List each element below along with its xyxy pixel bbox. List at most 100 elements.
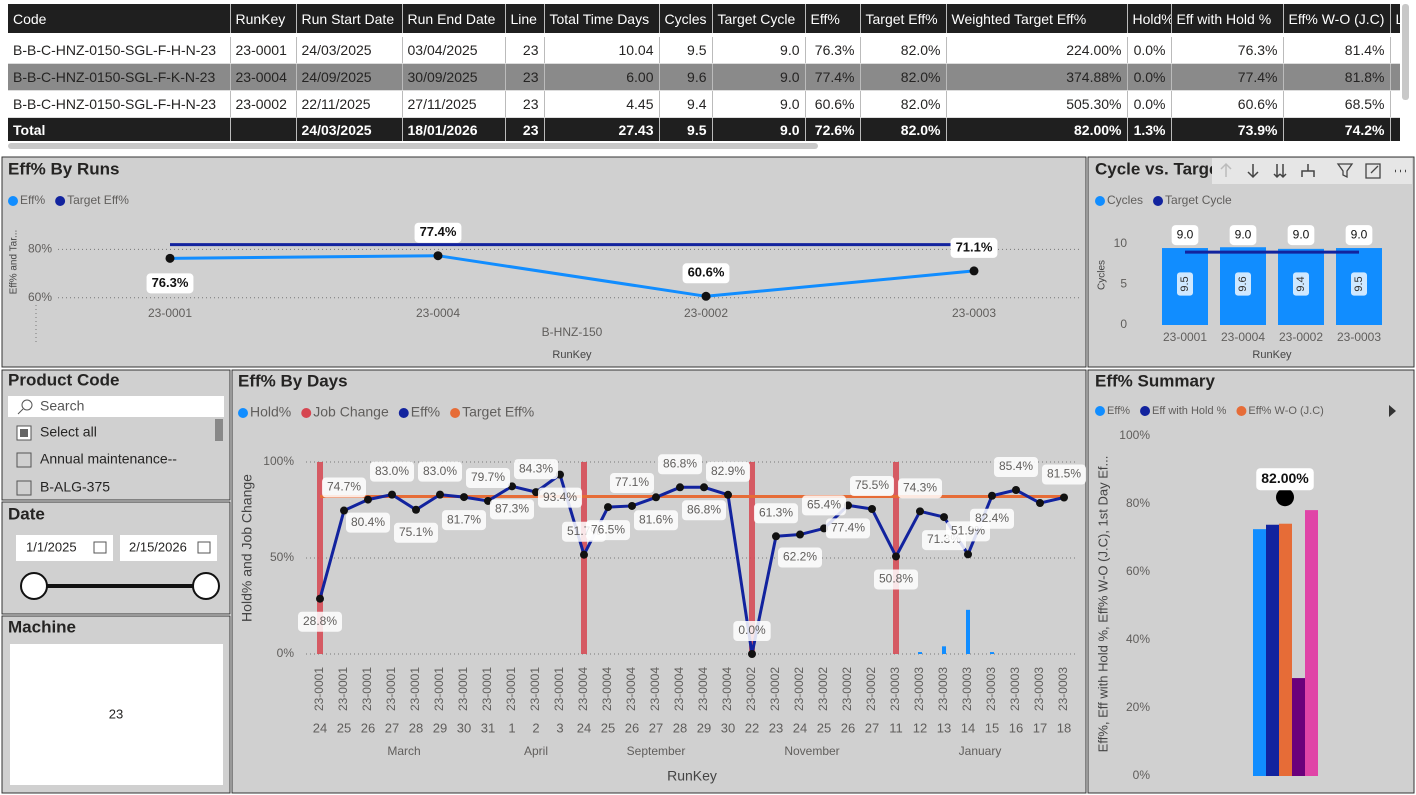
data-label: 65.4% [807, 498, 841, 512]
data-label-box [777, 547, 823, 568]
column-header: Total Time Days [544, 4, 660, 33]
table-cell: 77.4% [1171, 63, 1284, 91]
table-cell: 23 [505, 37, 545, 64]
data-label: 84.3% [519, 461, 553, 475]
data-label-box [609, 472, 655, 493]
x-runkey-label: 23-0001 [408, 667, 422, 711]
date-input[interactable] [16, 535, 113, 561]
y-tick-label: 40% [1126, 632, 1150, 646]
table-cell: 81.4% [1283, 37, 1391, 64]
legend-label: Eff with Hold % [1152, 405, 1227, 417]
expand-icon[interactable] [1273, 164, 1287, 179]
x-month-label: March [387, 744, 420, 758]
table-cell: 60.6% [805, 90, 861, 118]
data-label-box [969, 508, 1015, 529]
search-box[interactable] [8, 396, 224, 417]
x-tick-label: 28 [673, 720, 687, 735]
panel [231, 369, 1087, 794]
visual-toolbar [1212, 158, 1412, 184]
data-label-box [733, 621, 771, 641]
x-runkey-label: 23-0004 [624, 667, 638, 711]
slider-handle[interactable] [192, 572, 220, 600]
spacer-cell [230, 33, 296, 37]
table-row[interactable]: B-B-C-HNZ-0150-SGL-F-H-N-23 23-0002 22/11/… [8, 90, 1400, 118]
total-cell: 9.0 [712, 117, 806, 141]
data-label-box [417, 461, 463, 482]
data-label-box [465, 467, 511, 488]
filter-icon[interactable] [1336, 163, 1354, 179]
spacer-cell [1171, 33, 1283, 37]
sort-up-icon[interactable] [1220, 162, 1232, 177]
checkbox-fill [20, 429, 28, 437]
column-header: Run Start Date [296, 4, 403, 33]
table: Code RunKey Run Start Date Run End Date Line… [8, 4, 1400, 141]
sort-down-icon[interactable] [1247, 164, 1259, 179]
data-point [868, 505, 876, 514]
legend-next[interactable] [1389, 405, 1396, 417]
data-point [748, 650, 756, 658]
total-cell-empty [1390, 117, 1400, 141]
x-runkey-label: 23-0002 [768, 667, 782, 711]
x-tick-label: 26 [361, 720, 375, 735]
x-tick-label: 1 [508, 720, 515, 735]
data-label: 9.5 [1179, 276, 1191, 291]
data-label: 82.4% [975, 511, 1009, 525]
x-tick-label: 25 [337, 720, 351, 735]
x-tick-label: 29 [433, 720, 447, 735]
x-runkey-label: 23-0004 [648, 667, 662, 711]
date-start[interactable]: 1/1/2025 [26, 539, 77, 554]
table-row[interactable]: B-B-C-HNZ-0150-SGL-F-H-N-23 23-0001 24/03/… [8, 37, 1400, 64]
hierarchy-icon[interactable] [1301, 164, 1315, 177]
spacer-cell [659, 33, 712, 37]
legend-marker [55, 196, 66, 206]
total-cell-empty [230, 117, 297, 141]
data-label-box [345, 512, 391, 533]
legend-marker [301, 408, 312, 418]
date-end[interactable]: 2/15/2026 [129, 539, 187, 554]
slicer-item[interactable]: Annual maintenance-- [40, 451, 177, 467]
data-label: 50.8% [879, 572, 913, 586]
calendar-icon[interactable] [93, 541, 107, 554]
column-header: RunKey [230, 4, 297, 33]
slicer-scrollbar[interactable] [215, 419, 223, 441]
data-point [340, 506, 348, 515]
slicer-item[interactable]: B-ALG-375 [40, 479, 110, 495]
data-point [796, 530, 804, 539]
data-point [1012, 486, 1020, 495]
v-scrollbar[interactable] [1402, 4, 1409, 100]
data-label-box [369, 461, 415, 482]
calendar-icon[interactable] [197, 541, 211, 554]
data-label-box [633, 510, 679, 531]
y-tick-label: 80% [1126, 496, 1150, 510]
total-cell: 72.6% [805, 117, 861, 141]
x-runkey-label: 23-0004 [720, 667, 734, 711]
data-label: 9.0 [1293, 227, 1310, 241]
x-runkey-label: 23-0003 [984, 667, 998, 711]
data-label-box [753, 503, 799, 524]
focus-icon[interactable] [1365, 163, 1381, 179]
total-row: Total 24/03/2025 18/01/2026 23 27.43 9.5 9.0 72… [8, 117, 1400, 141]
table-cell: 374.88% [946, 63, 1128, 91]
legend-marker [1095, 196, 1105, 206]
machine-card[interactable] [10, 644, 223, 785]
data-label: 77.4% [831, 521, 865, 535]
checkbox[interactable] [16, 480, 32, 496]
x-axis-title: RunKey [552, 349, 592, 361]
table-row[interactable]: B-B-C-HNZ-0150-SGL-F-K-N-23 23-0004 24/09/… [8, 63, 1400, 91]
bar [1253, 529, 1266, 776]
date-input[interactable] [120, 535, 217, 561]
x-tick-label: 30 [721, 720, 735, 735]
x-tick-label: 25 [601, 720, 615, 735]
column-header: Target Cycle [712, 4, 806, 33]
slicer-item[interactable]: Select all [40, 424, 97, 440]
bar [942, 646, 946, 654]
table-cell: 23-0002 [230, 90, 297, 118]
x-tick-label: 15 [985, 720, 999, 735]
slider-handle[interactable] [20, 572, 48, 600]
total-cell: 27.43 [544, 117, 660, 141]
total-cell: 82.00% [946, 117, 1128, 141]
checkbox[interactable] [16, 452, 32, 468]
h-scrollbar[interactable] [8, 143, 818, 149]
